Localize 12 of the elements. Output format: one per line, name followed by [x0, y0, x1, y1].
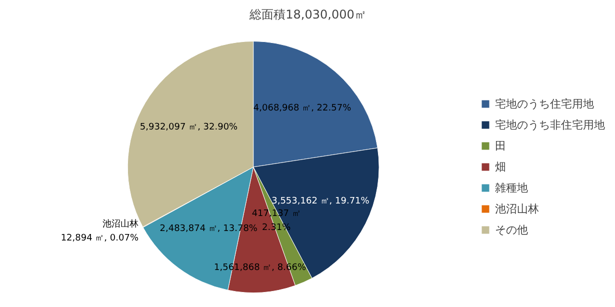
chart-title: 総面積18,030,000㎡ [248, 8, 366, 22]
legend-label: 宅地のうち住宅用地 [495, 96, 594, 111]
data-label: 池沼山林 12,894 ㎡, 0.07% [60, 218, 139, 244]
legend-label: その他 [495, 222, 528, 237]
data-label: 3,553,162 ㎡, 19.71% [272, 196, 370, 207]
legend-label: 池沼山林 [495, 201, 539, 216]
data-label: 5,932,097 ㎡, 32.90% [140, 122, 238, 132]
legend-label: 雑種地 [495, 180, 528, 195]
data-label: 4,068,968 ㎡, 22.57% [253, 103, 352, 114]
legend-label: 田 [495, 138, 507, 153]
legend-label: 宅地のうち非住宅用地 [495, 117, 605, 132]
legend-label: 畑 [495, 159, 507, 174]
